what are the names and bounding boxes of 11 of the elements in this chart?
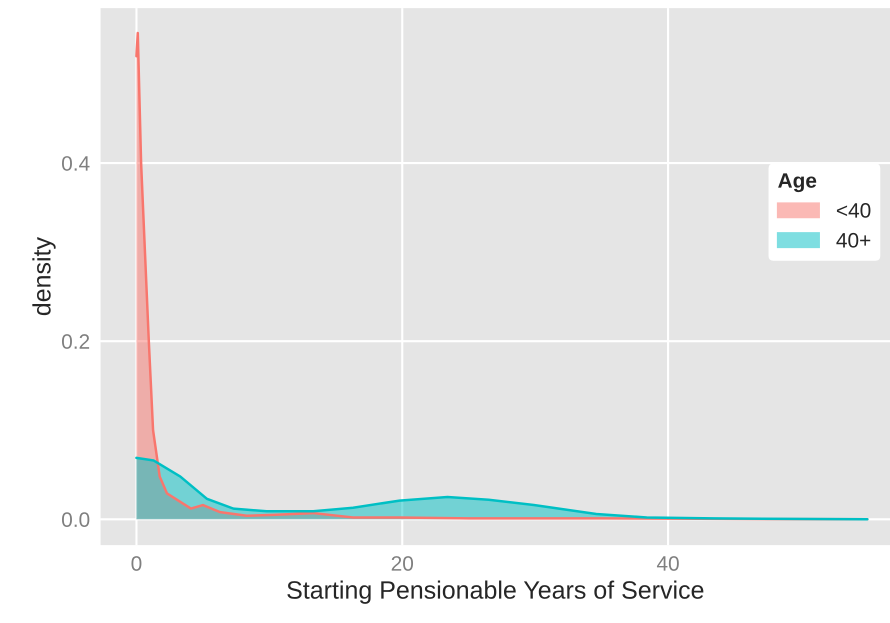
y-tick-label: 0.4: [62, 156, 90, 171]
x-axis-title: Starting Pensionable Years of Service: [287, 580, 704, 604]
legend-label: <40: [836, 203, 870, 218]
x-tick-label: 20: [392, 556, 414, 571]
x-tick-label: 0: [131, 556, 142, 571]
x-tick-label: 40: [656, 556, 679, 571]
y-tick-label: 0.2: [62, 334, 90, 349]
y-axis-title: density: [32, 237, 56, 316]
y-tick-label: 0.0: [62, 512, 90, 528]
legend-title: Age: [778, 173, 816, 192]
legend-label: 40+: [836, 232, 870, 248]
